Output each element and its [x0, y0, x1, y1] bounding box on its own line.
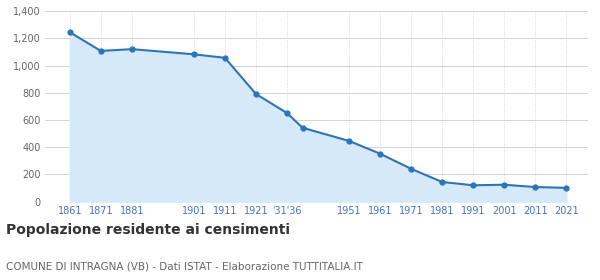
- Text: COMUNE DI INTRAGNA (VB) - Dati ISTAT - Elaborazione TUTTITALIA.IT: COMUNE DI INTRAGNA (VB) - Dati ISTAT - E…: [6, 262, 363, 272]
- Text: Popolazione residente ai censimenti: Popolazione residente ai censimenti: [6, 223, 290, 237]
